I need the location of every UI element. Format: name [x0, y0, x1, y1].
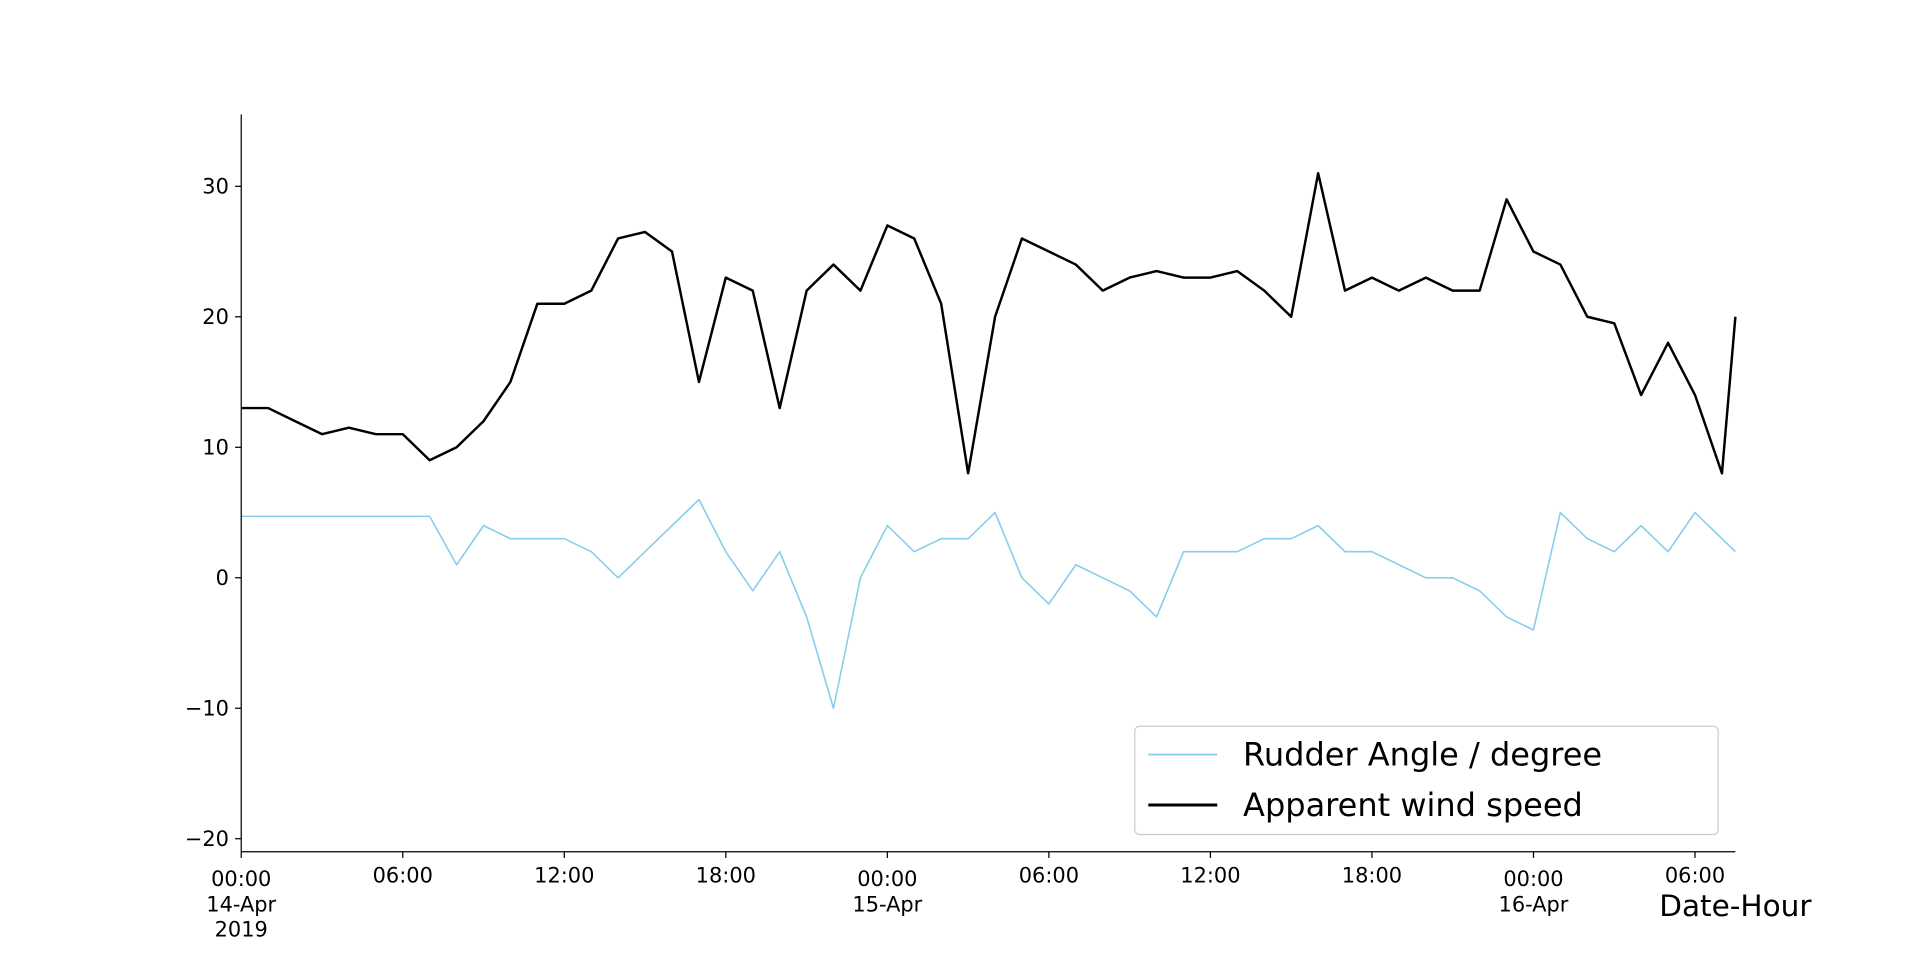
y-tick-label: 0 — [216, 566, 229, 590]
x-tick-label: 12:00 — [1180, 864, 1240, 888]
legend-label: Apparent wind speed — [1243, 786, 1583, 824]
series-line — [241, 498, 1736, 710]
x-tick-label: 06:00 — [1665, 864, 1725, 888]
x-tick-label: 00:00 16-Apr — [1499, 867, 1569, 916]
x-tick-label: 00:00 15-Apr — [852, 867, 922, 916]
y-tick-label: −10 — [185, 697, 229, 721]
x-tick-label: 18:00 — [1342, 864, 1402, 888]
y-tick-label: 30 — [202, 175, 229, 199]
legend-box — [1134, 725, 1719, 836]
x-tick-label: 12:00 — [534, 864, 594, 888]
x-tick-label: 06:00 — [373, 864, 433, 888]
x-axis-label: Date-Hour — [1659, 889, 1812, 923]
x-tick-label: 06:00 — [1019, 864, 1079, 888]
y-tick-label: −20 — [185, 827, 229, 851]
legend: Rudder Angle / degree Apparent wind speed — [1134, 725, 1719, 836]
y-tick-label: 20 — [202, 305, 229, 329]
x-tick-label: 00:00 14-Apr 2019 — [206, 867, 276, 941]
y-tick-label: 10 — [202, 436, 229, 460]
series-line — [241, 172, 1737, 475]
legend-label: Rudder Angle / degree — [1243, 736, 1602, 774]
x-tick-label: 18:00 — [696, 864, 756, 888]
